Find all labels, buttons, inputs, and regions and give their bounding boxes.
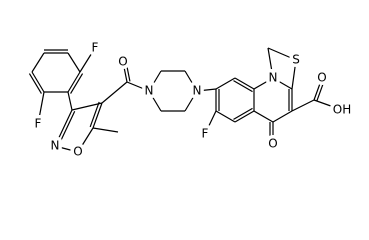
bond — [92, 127, 119, 133]
bond — [196, 88, 217, 92]
bond — [37, 91, 45, 125]
double-bond — [57, 111, 76, 148]
bond — [148, 70, 162, 92]
double-bond — [70, 73, 84, 94]
bond — [67, 71, 81, 93]
bond — [122, 61, 128, 83]
bond — [79, 47, 96, 73]
double-bond — [28, 73, 42, 94]
atom-label: N — [51, 139, 60, 153]
bond — [253, 110, 274, 123]
bond — [67, 52, 81, 73]
bonds — [28, 47, 343, 153]
bond — [291, 59, 297, 90]
bond — [291, 99, 315, 112]
atom-label: F — [35, 117, 42, 131]
bond — [272, 110, 293, 123]
atom-label: O — [317, 71, 326, 85]
bond — [126, 81, 150, 92]
bond — [234, 77, 255, 90]
bond — [184, 90, 198, 112]
atom-label: O — [268, 137, 277, 151]
atom-label: S — [292, 53, 300, 67]
atom-label: F — [202, 127, 209, 141]
bond — [71, 102, 103, 111]
atom-label: O — [73, 145, 82, 159]
bond — [148, 90, 162, 112]
bond — [272, 77, 293, 90]
atom-label: F — [92, 41, 99, 55]
double-bond — [316, 78, 326, 102]
double-bond — [233, 80, 253, 93]
bond — [253, 77, 274, 90]
bond — [31, 52, 45, 73]
atom-label: N — [145, 84, 154, 98]
atom-label: OH — [333, 103, 351, 117]
bond — [92, 102, 103, 129]
bond — [184, 70, 198, 92]
bond — [313, 77, 323, 101]
bond — [313, 99, 343, 111]
bond — [54, 109, 73, 147]
bond — [101, 81, 128, 104]
atom-label: N — [269, 71, 278, 85]
bond — [31, 71, 45, 93]
double-bond — [125, 61, 131, 82]
bond — [67, 91, 73, 111]
double-bond — [233, 107, 253, 120]
double-bond — [89, 101, 100, 128]
atom-label: O — [118, 55, 127, 69]
bond — [215, 77, 236, 90]
bond — [234, 110, 255, 123]
bond — [215, 110, 236, 123]
bond — [77, 127, 94, 153]
bond — [204, 110, 217, 135]
atom-label: N — [193, 84, 202, 98]
bond — [267, 47, 297, 61]
bond — [54, 145, 79, 153]
bond — [267, 47, 274, 79]
